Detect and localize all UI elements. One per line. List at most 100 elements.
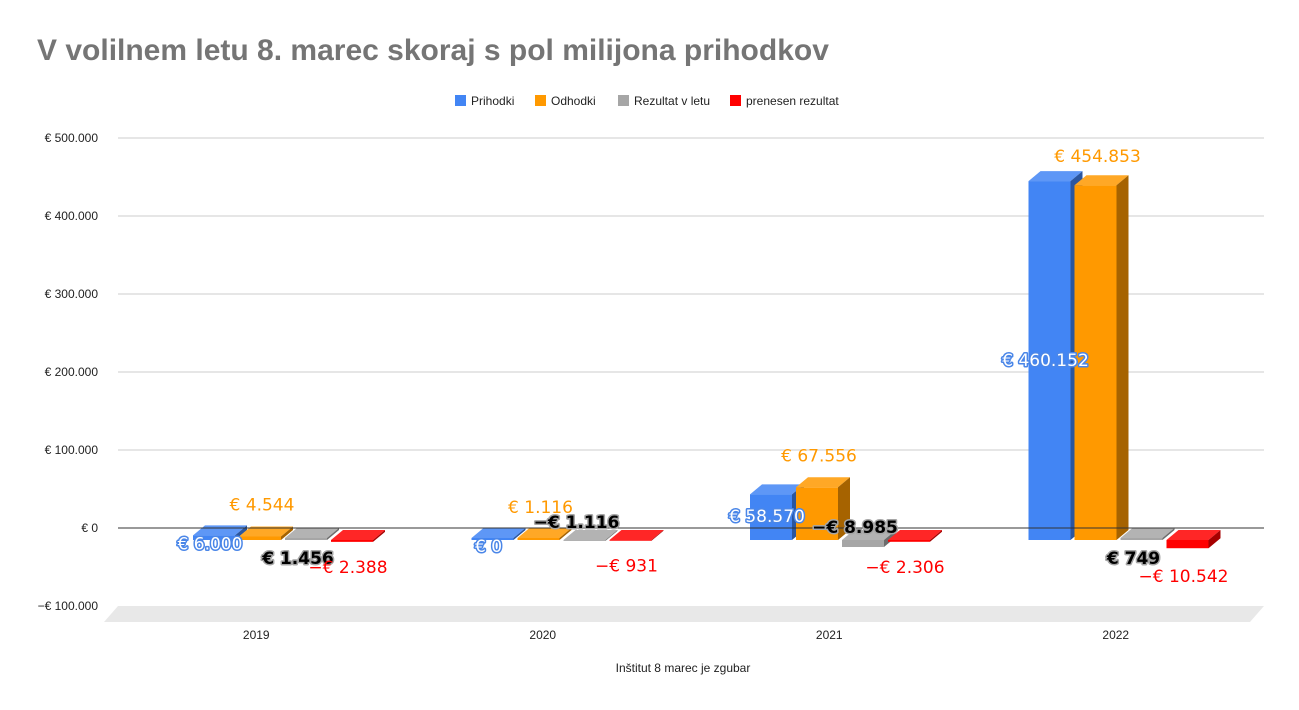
data-label-2022-1: € 460.152 <box>1002 351 1089 371</box>
data-label-2019-2: € 4.544 <box>230 495 295 515</box>
bar-side <box>235 525 247 540</box>
bar-2020-4 <box>609 530 664 541</box>
legend-swatch-3 <box>618 95 629 106</box>
bar-top <box>1166 530 1221 540</box>
bar-2022-3 <box>1120 528 1175 540</box>
data-label-2020-1: € 0 <box>475 537 502 557</box>
legend-swatch-1 <box>455 95 466 106</box>
bar-front <box>1028 181 1071 541</box>
legend-label-2: Odhodki <box>551 94 596 108</box>
chart-title: V volilnem letu 8. marec skoraj s pol mi… <box>37 34 829 67</box>
bar-2021-4 <box>888 530 942 542</box>
bar-2022-2 <box>1074 175 1129 540</box>
bar-2020-1 <box>471 528 526 540</box>
bar-2019-2 <box>239 526 293 540</box>
bar-side <box>1208 530 1221 549</box>
data-label-2022-2: € 454.853 <box>1054 147 1141 167</box>
y-tick-label-4: € 200.000 <box>45 365 99 379</box>
bar-top <box>842 530 896 540</box>
data-label-2021-1: € 58.570 <box>729 507 805 527</box>
data-label-2022-4: −€ 10.542 <box>1139 567 1229 587</box>
y-tick-label-2: € 0 <box>81 521 98 535</box>
bar-side <box>1162 528 1175 540</box>
y-axis: −€ 100.000 € 0 € 100.000 € 200.000 € 300.000… <box>38 131 99 613</box>
data-label-2021-2: € 67.556 <box>781 446 857 466</box>
bar-top <box>1028 171 1083 182</box>
bar-top <box>1074 175 1129 186</box>
bar-top <box>750 484 804 495</box>
bar-side <box>651 530 664 541</box>
data-label-2021-4: −€ 2.306 <box>865 558 944 578</box>
x-tick-label-2: 2020 <box>529 628 556 642</box>
legend-label-1: Prihodki <box>471 94 514 108</box>
bars <box>193 171 1221 549</box>
bar-top <box>239 526 293 537</box>
bar-front <box>1166 540 1209 549</box>
data-label-2020-2: € 1.116 <box>508 498 573 518</box>
bar-side <box>930 530 942 542</box>
y-tick-label-5: € 300.000 <box>45 287 99 301</box>
bar-2020-3 <box>563 530 618 541</box>
bar-top <box>888 530 942 540</box>
bar-front <box>239 536 281 540</box>
bar-top <box>1120 528 1175 538</box>
bar-front <box>285 538 327 540</box>
bar-2020-2 <box>517 528 572 540</box>
bar-side <box>1116 175 1129 540</box>
data-label-2021-3: −€ 8.985 <box>812 518 898 538</box>
legend-swatch-4 <box>730 95 741 106</box>
x-axis: 2019 2020 2021 2022 <box>243 628 1130 642</box>
bar-front <box>1074 185 1117 540</box>
bar-front <box>331 540 373 542</box>
data-label-2019-3: € 1.456 <box>261 549 334 569</box>
x-tick-label-4: 2022 <box>1102 628 1129 642</box>
bar-2019-3 <box>285 528 339 540</box>
bar-top <box>471 528 526 538</box>
x-tick-label-1: 2019 <box>243 628 270 642</box>
bar-front <box>193 535 235 540</box>
bar-side <box>838 477 850 540</box>
bar-top <box>285 528 339 538</box>
chart-floor <box>104 606 1264 622</box>
data-label-2019-1: € 6.000 <box>178 534 243 554</box>
bar-top <box>563 530 618 540</box>
bar-front <box>609 540 652 541</box>
x-axis-title: Inštitut 8 marec je zgubar <box>616 661 751 675</box>
bar-front <box>471 538 514 540</box>
y-tick-label-1: −€ 100.000 <box>38 599 99 613</box>
data-labels: € 6.000€ 4.544€ 1.456−€ 2.388€ 0€ 1.116−… <box>176 147 1229 587</box>
bar-front <box>563 540 606 541</box>
bar-top <box>517 528 572 538</box>
bar-top <box>796 477 850 488</box>
bar-front <box>842 540 884 548</box>
data-label-2022-3: € 749 <box>1106 549 1160 569</box>
bar-2022-4 <box>1166 530 1221 549</box>
y-tick-label-6: € 400.000 <box>45 209 99 223</box>
data-label-2020-4: −€ 931 <box>595 557 658 577</box>
bar-side <box>373 530 385 542</box>
bar-front <box>750 494 792 540</box>
bar-front <box>517 538 560 540</box>
legend: Prihodki Odhodki Rezultat v letu prenesen r… <box>455 94 839 108</box>
bar-side <box>605 530 618 541</box>
y-tick-label-7: € 500.000 <box>45 131 99 145</box>
bar-side <box>513 528 526 540</box>
legend-swatch-2 <box>535 95 546 106</box>
data-label-2020-3: −€ 1.116 <box>534 513 620 533</box>
bar-side <box>559 528 572 540</box>
bar-front <box>796 487 838 540</box>
bar-front <box>1120 538 1163 540</box>
bar-side <box>327 528 339 540</box>
x-tick-label-3: 2021 <box>816 628 843 642</box>
y-tick-label-3: € 100.000 <box>45 443 99 457</box>
bar-top <box>609 530 664 540</box>
bar-top <box>331 530 385 540</box>
data-label-2019-4: −€ 2.388 <box>308 558 387 578</box>
legend-label-4: prenesen rezultat <box>746 94 839 108</box>
bar-2019-4 <box>331 530 385 542</box>
floor-plane <box>104 606 1264 622</box>
bar-front <box>888 540 930 542</box>
legend-label-3: Rezultat v letu <box>634 94 710 108</box>
bar-2021-2 <box>796 477 850 540</box>
